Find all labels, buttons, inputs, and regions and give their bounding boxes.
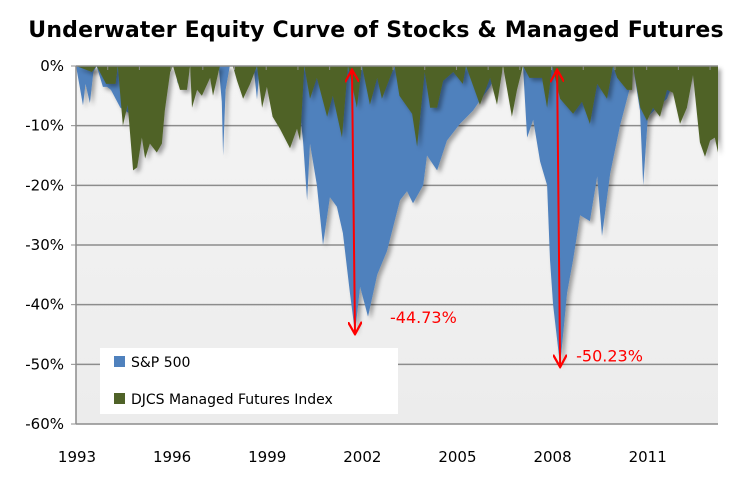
drawdown-arrow [352, 71, 355, 333]
legend-swatch-sp500 [114, 356, 125, 367]
drawdown-label: -44.73% [390, 308, 457, 327]
legend-label-sp500: S&P 500 [131, 355, 190, 371]
x-tick-label: 2002 [343, 448, 381, 466]
x-tick-label: 2011 [629, 448, 667, 466]
legend-swatch-djcs [114, 393, 125, 404]
legend-label-djcs: DJCS Managed Futures Index [131, 392, 333, 408]
drawdown-label: -50.23% [576, 347, 643, 366]
y-tick-label: -20% [25, 176, 64, 194]
y-tick-label: -10% [25, 117, 64, 135]
x-tick-label: 2008 [533, 448, 571, 466]
x-tick-label: 2005 [438, 448, 476, 466]
y-tick-label: -50% [25, 355, 64, 373]
y-tick-label: -60% [25, 415, 64, 433]
y-tick-label: -30% [25, 236, 64, 254]
legend: S&P 500 DJCS Managed Futures Index [100, 348, 398, 414]
y-tick-label: 0% [40, 57, 64, 75]
drawdown-arrow [557, 71, 560, 366]
x-tick-label: 1999 [248, 448, 286, 466]
area-series-djcs [76, 66, 718, 171]
legend-box [100, 348, 398, 414]
chart-title: Underwater Equity Curve of Stocks & Mana… [28, 18, 724, 43]
x-tick-label: 1993 [58, 448, 96, 466]
y-tick-label: -40% [25, 296, 64, 314]
x-tick-label: 1996 [153, 448, 191, 466]
